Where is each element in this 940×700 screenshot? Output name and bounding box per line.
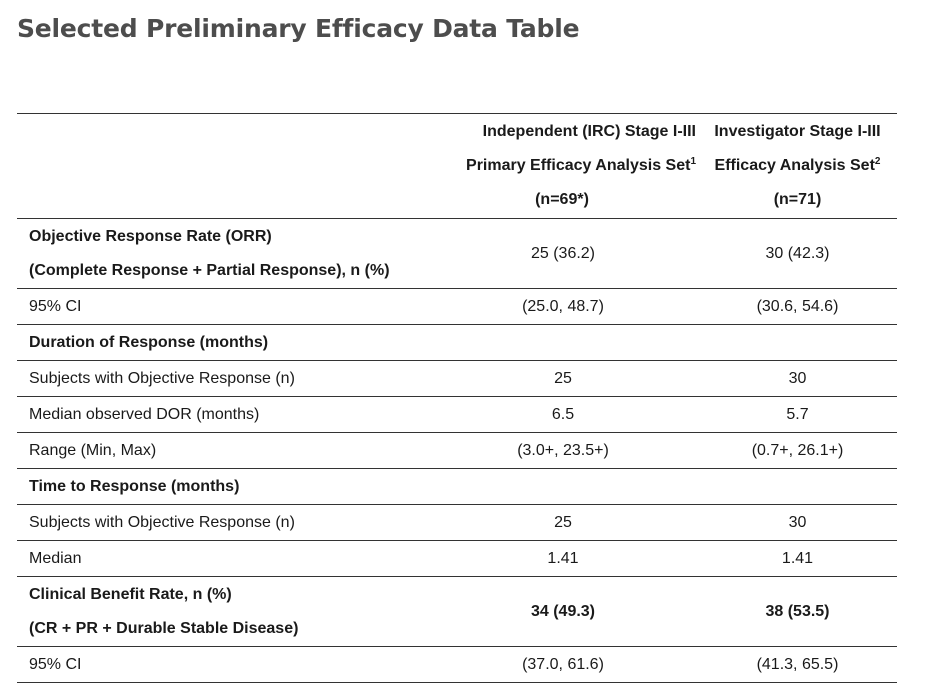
header-inv-line2: Efficacy Analysis Set bbox=[714, 157, 875, 174]
page-title: Selected Preliminary Efficacy Data Table bbox=[17, 14, 580, 43]
header-investigator-column: Investigator Stage I-III Efficacy Analys… bbox=[698, 113, 897, 219]
header-irc-line2-wrap: Primary Efficacy Analysis Set1 bbox=[428, 149, 696, 183]
table-row-cbr: Clinical Benefit Rate, n (%) (CR + PR + … bbox=[17, 576, 897, 647]
row-label: Median observed DOR (months) bbox=[17, 396, 428, 433]
cell-investigator-value bbox=[698, 324, 897, 361]
table-row-orr-ci: 95% CI (25.0, 48.7) (30.6, 54.6) bbox=[17, 288, 897, 325]
row-label-line2: (CR + PR + Durable Stable Disease) bbox=[29, 619, 299, 637]
cell-investigator-value bbox=[698, 468, 897, 505]
header-empty-cell bbox=[17, 113, 428, 219]
row-label-line1: Objective Response Rate (ORR) bbox=[29, 227, 272, 245]
cell-irc-value: (25.0, 48.7) bbox=[428, 288, 698, 325]
cell-investigator-value: 38 (53.5) bbox=[698, 576, 897, 647]
header-inv-line3: (n=71) bbox=[773, 191, 822, 208]
cell-irc-value bbox=[428, 324, 698, 361]
table-row-ttr-heading: Time to Response (months) bbox=[17, 468, 897, 505]
header-irc-line1: Independent (IRC) Stage I-III bbox=[482, 123, 696, 140]
row-label: Duration of Response (months) bbox=[17, 324, 428, 361]
cell-investigator-value: 1.41 bbox=[698, 540, 897, 577]
row-label: Range (Min, Max) bbox=[17, 432, 428, 469]
row-label: Objective Response Rate (ORR) (Complete … bbox=[17, 218, 428, 289]
efficacy-data-table: Independent (IRC) Stage I-III Primary Ef… bbox=[17, 113, 897, 683]
table-row-orr: Objective Response Rate (ORR) (Complete … bbox=[17, 218, 897, 289]
cell-irc-value: 25 bbox=[428, 360, 698, 397]
table-row-ttr-subjects: Subjects with Objective Response (n) 25 … bbox=[17, 504, 897, 541]
header-inv-line2-wrap: Efficacy Analysis Set2 bbox=[698, 149, 897, 183]
cell-investigator-value: 30 (42.3) bbox=[698, 218, 897, 289]
table-row-dor-range: Range (Min, Max) (3.0+, 23.5+) (0.7+, 26… bbox=[17, 432, 897, 469]
row-label: Clinical Benefit Rate, n (%) (CR + PR + … bbox=[17, 576, 428, 647]
cell-irc-value: 34 (49.3) bbox=[428, 576, 698, 647]
cell-irc-value: 25 (36.2) bbox=[428, 218, 698, 289]
table-row-dor-heading: Duration of Response (months) bbox=[17, 324, 897, 361]
row-label: 95% CI bbox=[17, 288, 428, 325]
cell-irc-value: (3.0+, 23.5+) bbox=[428, 432, 698, 469]
header-irc-line2: Primary Efficacy Analysis Set bbox=[466, 157, 691, 174]
header-irc-footnote: 1 bbox=[690, 156, 696, 167]
cell-investigator-value: (30.6, 54.6) bbox=[698, 288, 897, 325]
cell-investigator-value: 30 bbox=[698, 360, 897, 397]
cell-irc-value: 1.41 bbox=[428, 540, 698, 577]
row-label: Subjects with Objective Response (n) bbox=[17, 504, 428, 541]
header-inv-line1: Investigator Stage I-III bbox=[714, 123, 881, 140]
header-inv-footnote: 2 bbox=[874, 156, 881, 167]
header-irc-line3: (n=69*) bbox=[535, 191, 589, 208]
header-irc-column: Independent (IRC) Stage I-III Primary Ef… bbox=[428, 113, 698, 219]
table-row-cbr-ci: 95% CI (37.0, 61.6) (41.3, 65.5) bbox=[17, 646, 897, 683]
table-row-dor-subjects: Subjects with Objective Response (n) 25 … bbox=[17, 360, 897, 397]
row-label: Median bbox=[17, 540, 428, 577]
efficacy-table-container: Independent (IRC) Stage I-III Primary Ef… bbox=[17, 113, 897, 683]
cell-investigator-value: 5.7 bbox=[698, 396, 897, 433]
row-label: Subjects with Objective Response (n) bbox=[17, 360, 428, 397]
cell-irc-value: (37.0, 61.6) bbox=[428, 646, 698, 683]
table-header-row: Independent (IRC) Stage I-III Primary Ef… bbox=[17, 113, 897, 219]
cell-investigator-value: (41.3, 65.5) bbox=[698, 646, 897, 683]
row-label-line2: (Complete Response + Partial Response), … bbox=[29, 261, 390, 279]
table-row-dor-median: Median observed DOR (months) 6.5 5.7 bbox=[17, 396, 897, 433]
row-label: Time to Response (months) bbox=[17, 468, 428, 505]
cell-investigator-value: (0.7+, 26.1+) bbox=[698, 432, 897, 469]
row-label: 95% CI bbox=[17, 646, 428, 683]
row-label-line1: Clinical Benefit Rate, n (%) bbox=[29, 585, 232, 603]
cell-investigator-value: 30 bbox=[698, 504, 897, 541]
cell-irc-value bbox=[428, 468, 698, 505]
cell-irc-value: 25 bbox=[428, 504, 698, 541]
cell-irc-value: 6.5 bbox=[428, 396, 698, 433]
table-row-ttr-median: Median 1.41 1.41 bbox=[17, 540, 897, 577]
